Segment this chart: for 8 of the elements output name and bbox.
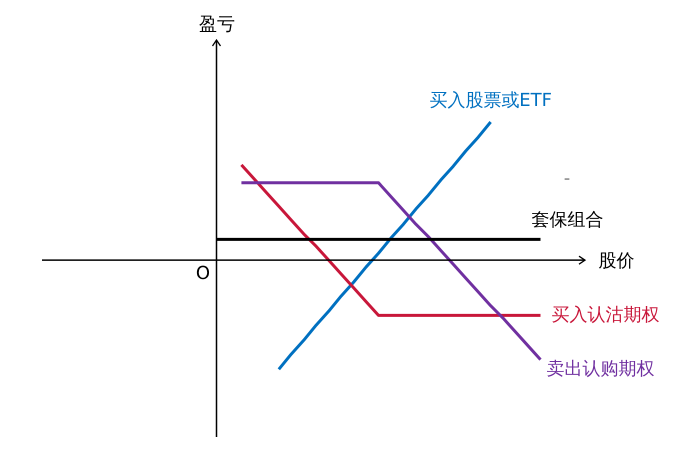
text: O xyxy=(196,263,210,284)
y-axis-title: 盈亏 xyxy=(199,14,235,35)
series-label: 套保组合 xyxy=(532,209,604,230)
series-label: 买入认沽期权 xyxy=(552,304,660,326)
text: - xyxy=(564,168,570,190)
series-label: 卖出认购期权 xyxy=(546,358,654,380)
x-axis-title: 股价 xyxy=(598,250,634,272)
series-label: 买入股票或ETF xyxy=(429,90,552,111)
